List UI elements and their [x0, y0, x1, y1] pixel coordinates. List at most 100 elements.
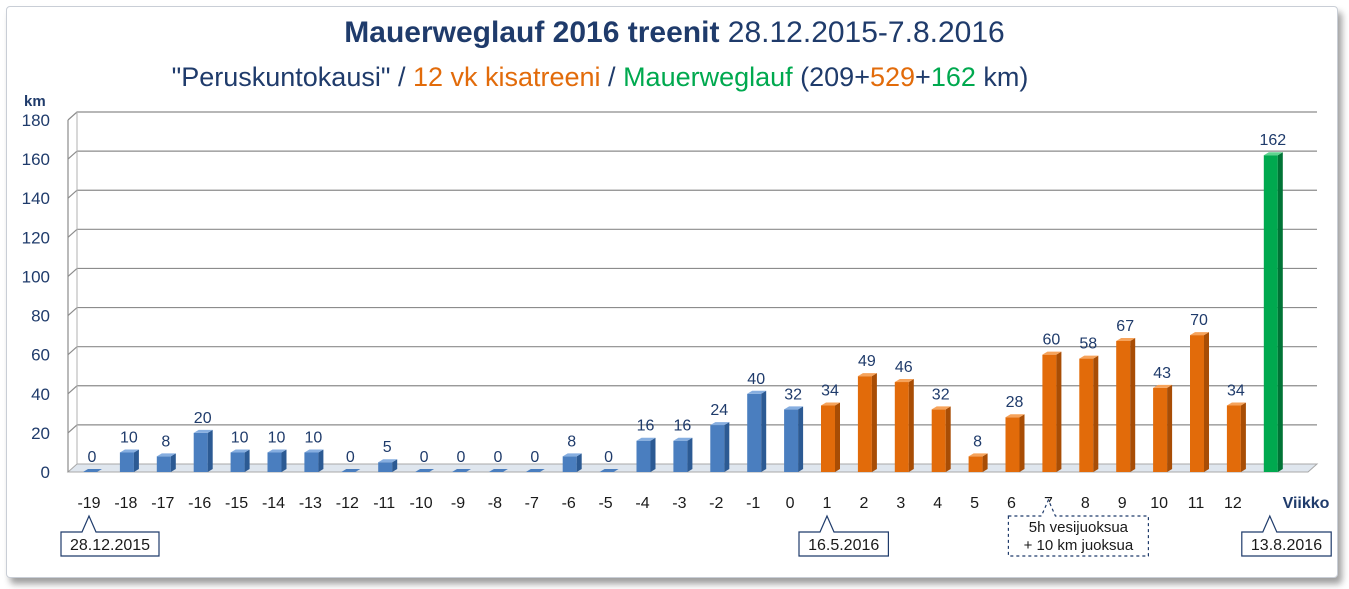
x-tick-label: -10 — [410, 495, 433, 512]
bar-side — [798, 406, 804, 472]
bar-top — [1190, 332, 1209, 336]
bar-front — [636, 440, 651, 472]
bar-front — [673, 440, 688, 472]
bar-side — [908, 379, 914, 472]
y-tick-label: 40 — [31, 385, 50, 404]
bar-top — [931, 406, 951, 410]
bar-front — [1226, 405, 1241, 472]
bar-side — [1167, 384, 1173, 472]
bar-top — [636, 437, 656, 441]
bar-top — [747, 390, 767, 394]
annotation-callout — [60, 514, 160, 557]
data-label: 0 — [88, 449, 97, 466]
data-label: 0 — [493, 449, 502, 466]
bar-top — [968, 453, 988, 457]
bar-top — [156, 453, 176, 457]
bar-front — [931, 409, 946, 472]
annotation-text: 5h vesijuoksua — [1029, 519, 1129, 536]
bar-front — [1079, 358, 1094, 472]
bar-flat — [599, 469, 619, 472]
bar-front — [1116, 340, 1131, 472]
subtitle-race-phase: 12 vk kisatreeni — [412, 62, 601, 92]
data-label: 0 — [457, 449, 466, 466]
y-tick-label: 60 — [31, 346, 50, 365]
data-label: 16 — [674, 418, 692, 435]
annotation-text: + 10 km juoksua — [1024, 537, 1134, 554]
x-tick-label: 1 — [823, 495, 832, 512]
x-tick-label: -5 — [598, 495, 612, 512]
bar-top — [378, 459, 398, 463]
chart-subtitle: "Peruskuntokausi" / 12 vk kisatreeni / M… — [0, 62, 1200, 93]
y-tick-label: 100 — [22, 267, 50, 286]
bar-top — [193, 429, 213, 433]
bar-top — [821, 402, 840, 406]
data-label: 162 — [1259, 132, 1286, 149]
x-tick-label: -11 — [373, 495, 395, 512]
data-label: 32 — [932, 386, 950, 403]
bar-side — [1204, 332, 1209, 472]
x-tick-label: -13 — [299, 495, 322, 512]
data-label: 0 — [530, 449, 539, 466]
bar-side — [1019, 414, 1025, 472]
bar-front — [304, 452, 319, 472]
bar-top — [267, 449, 287, 453]
subtitle-base-phase: "Peruskuntokausi" — [171, 62, 391, 92]
bar-front — [784, 409, 799, 472]
bar-front — [1263, 155, 1278, 472]
bar-side — [1130, 337, 1136, 472]
bar-front — [193, 432, 208, 472]
bar-side — [1056, 351, 1062, 472]
x-tick-label: 9 — [1118, 495, 1127, 512]
data-label: 43 — [1153, 365, 1171, 382]
data-label: 67 — [1116, 318, 1134, 335]
bar-side — [982, 453, 988, 472]
bar-top — [1005, 414, 1025, 418]
bar-side — [1093, 355, 1099, 472]
x-tick-label: -6 — [562, 495, 576, 512]
x-tick-label: 11 — [1188, 495, 1205, 512]
annotation-text: 13.8.2016 — [1251, 537, 1322, 554]
subtitle-sum-orange: 529 — [869, 62, 916, 92]
bar-front — [1042, 354, 1057, 472]
y-axis-title: km — [24, 93, 46, 110]
bar-top — [784, 406, 804, 410]
data-label: 34 — [1227, 383, 1245, 400]
bar-top — [1226, 402, 1246, 406]
bar-side — [871, 373, 877, 472]
bar-side — [687, 437, 693, 472]
annotation-callout — [798, 514, 889, 557]
bar-side — [392, 459, 398, 472]
bar-front — [1190, 335, 1204, 472]
bar-side — [244, 449, 250, 472]
subtitle-separator: / — [600, 62, 624, 92]
bar-flat — [415, 469, 435, 472]
chart-title-bold: Mauerweglauf 2016 treenit — [344, 16, 720, 49]
bar-side — [724, 422, 730, 472]
data-label: 34 — [821, 383, 839, 400]
data-label: 0 — [346, 449, 355, 466]
x-tick-label: -15 — [225, 495, 248, 512]
bar-front — [894, 382, 909, 472]
x-tick-label: -3 — [672, 495, 686, 512]
x-tick-label: -16 — [188, 495, 211, 512]
bar-flat — [525, 469, 545, 472]
bar-front — [119, 452, 134, 472]
bar-top — [1079, 355, 1099, 359]
x-tick-label: -7 — [525, 495, 539, 512]
data-label: 8 — [161, 433, 170, 450]
bar-side — [133, 449, 139, 472]
bar-front — [710, 425, 725, 472]
bar-side — [1240, 402, 1246, 472]
bar-top — [1042, 351, 1062, 355]
data-label: 24 — [710, 402, 728, 419]
bar-side — [170, 453, 176, 472]
subtitle-sum-green: 162 — [930, 62, 976, 92]
data-label: 49 — [858, 353, 876, 370]
bar-side — [1277, 152, 1283, 472]
x-tick-label: 0 — [786, 495, 795, 512]
x-tick-label: -8 — [488, 495, 502, 512]
data-label: 70 — [1190, 312, 1208, 329]
data-label: 16 — [637, 418, 655, 435]
annotation-callout — [1241, 514, 1332, 557]
